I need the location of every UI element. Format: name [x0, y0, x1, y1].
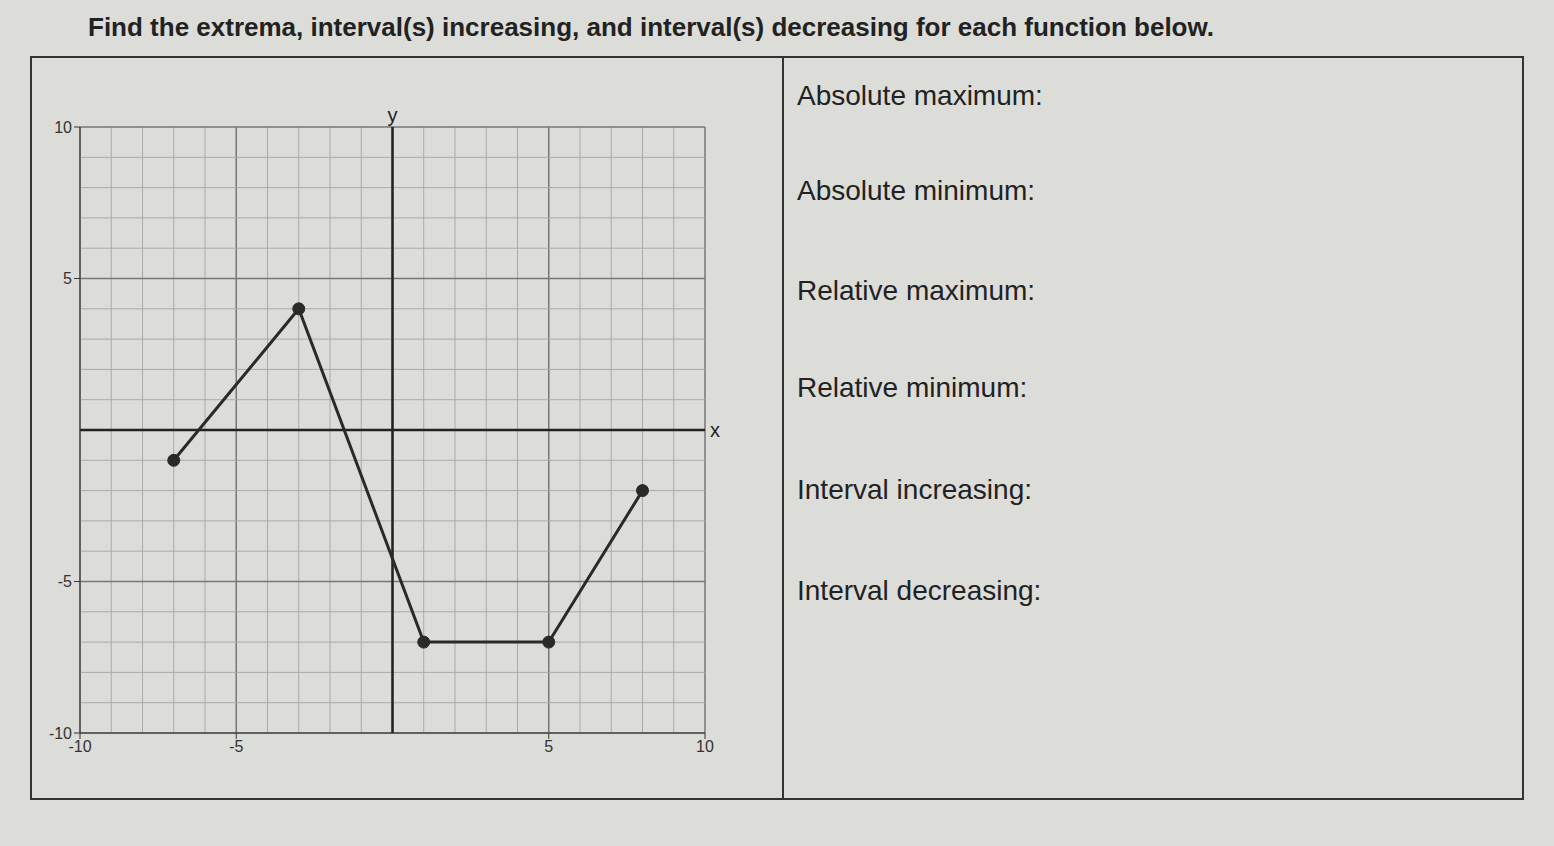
- svg-text:5: 5: [544, 738, 553, 755]
- svg-text:10: 10: [696, 738, 714, 755]
- svg-text:-10: -10: [68, 738, 92, 756]
- svg-text:y: y: [388, 104, 398, 126]
- svg-text:5: 5: [63, 270, 72, 287]
- html-text:Relative maximum:: Relative maximum:: [797, 275, 1036, 306]
- svg-text:-5: -5: [229, 738, 243, 755]
- html-text:Interval increasing:: Interval increasing:: [797, 474, 1032, 505]
- svg-text:-10: -10: [49, 725, 72, 742]
- html-text:Absolute minimum:: Absolute minimum:: [797, 175, 1036, 206]
- svg-text:10: 10: [54, 119, 72, 136]
- html-text:Relative minimum:: Relative minimum:: [797, 372, 1028, 403]
- svg-text:x: x: [710, 419, 720, 441]
- html-text:Absolute maximum:: Absolute maximum:: [797, 80, 1043, 111]
- html-text:Find the extrema, interval(s): Find the extrema, interval(s) increasing…: [88, 12, 1214, 42]
- html-text:Interval decreasing:: Interval decreasing:: [797, 575, 1042, 606]
- svg-text:-5: -5: [58, 573, 72, 590]
